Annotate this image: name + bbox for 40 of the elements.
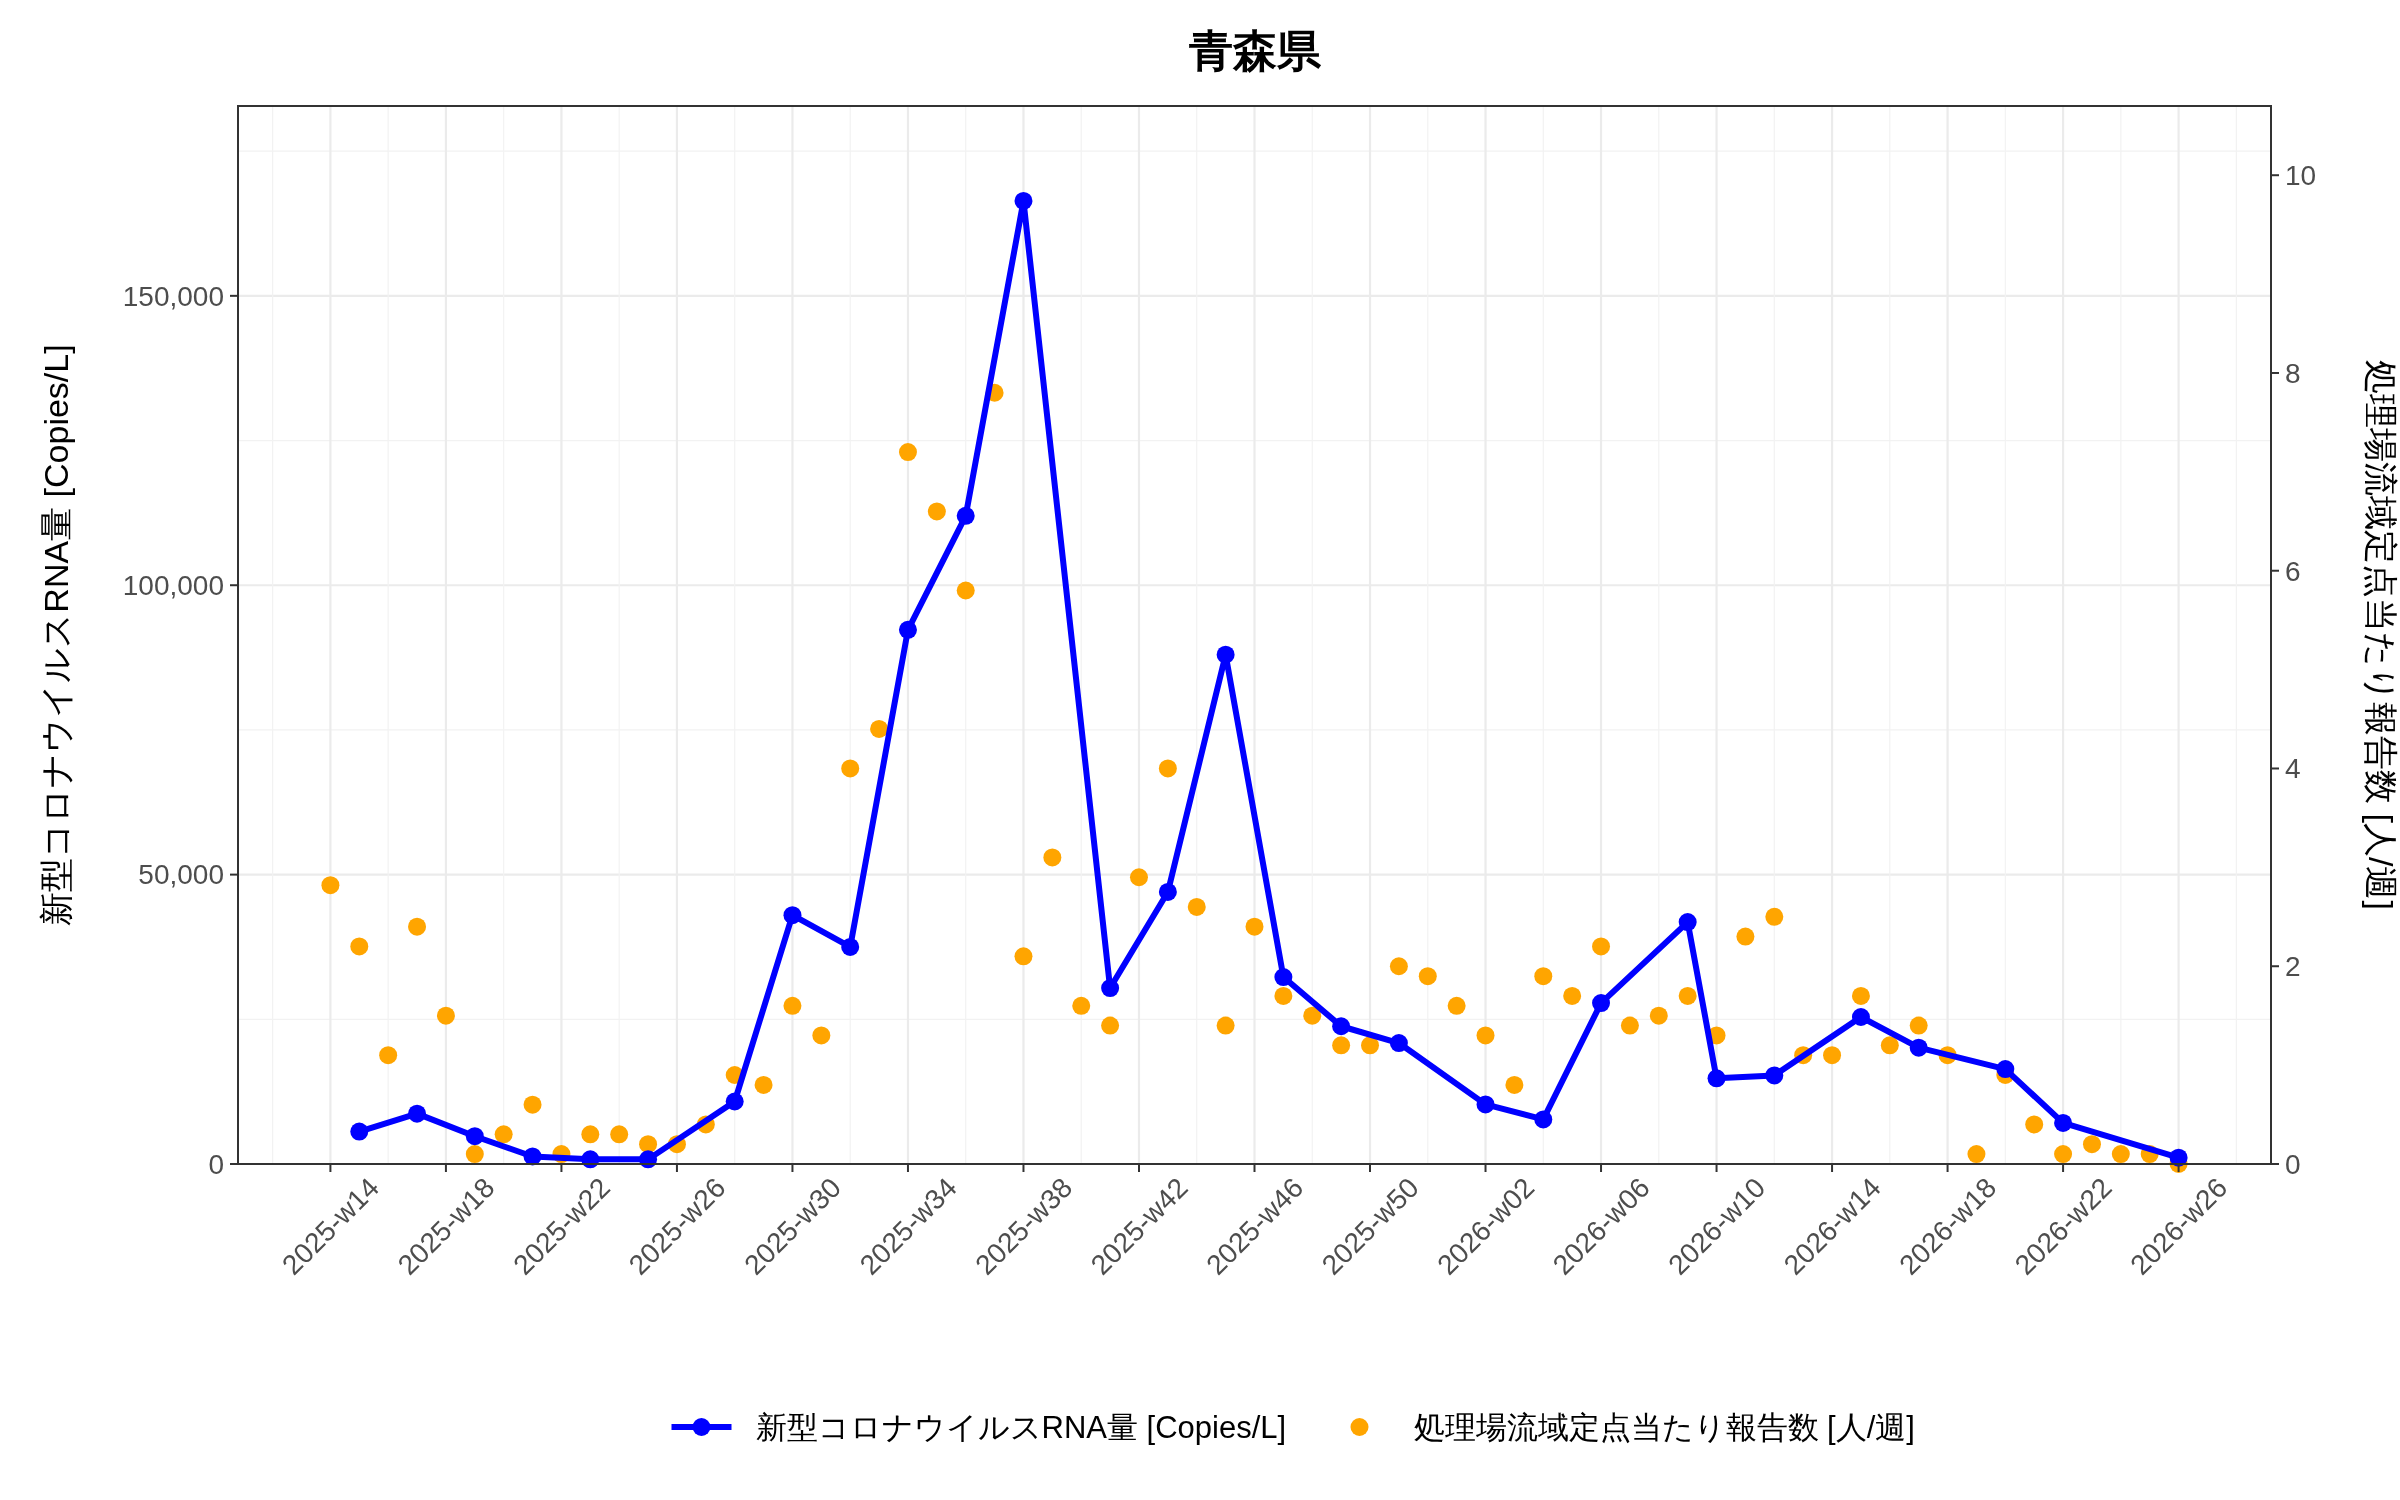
point	[1101, 979, 1120, 998]
y2-tick-label: 4	[2285, 753, 2301, 785]
point	[1332, 1017, 1351, 1036]
point	[1909, 1038, 1928, 1057]
y2-tick-label: 8	[2285, 357, 2301, 389]
point	[956, 506, 975, 525]
point	[1707, 1069, 1726, 1088]
point	[350, 1122, 369, 1141]
point	[841, 937, 860, 956]
chart-title: 青森県	[1187, 26, 1322, 76]
y2-axis-title: 処理場流域定点当たり報告数 [人/週]	[2362, 360, 2400, 910]
legend-label: 処理場流域定点当たり報告数 [人/週]	[1413, 1409, 1915, 1445]
y2-tick-label: 6	[2285, 555, 2301, 587]
point	[1765, 1066, 1784, 1085]
y2-tick-label: 10	[2285, 160, 2317, 192]
point	[1534, 1110, 1553, 1129]
point	[408, 1104, 427, 1123]
point	[1216, 645, 1235, 664]
point	[1389, 1034, 1408, 1053]
legend-label: 新型コロナウイルスRNA量 [Copies/L]	[755, 1409, 1287, 1445]
point	[898, 620, 917, 639]
y-tick-label: 50,000	[138, 859, 224, 891]
y-tick-label: 150,000	[122, 280, 224, 312]
y2-tick-label: 2	[2285, 951, 2301, 983]
point	[1592, 994, 1611, 1013]
point	[1851, 1007, 1870, 1026]
point	[725, 1092, 744, 1111]
point	[2054, 1113, 2073, 1132]
point	[1476, 1095, 1495, 1114]
point	[1678, 913, 1697, 932]
y-axis-title: 新型コロナウイルスRNA量 [Copies/L]	[36, 344, 75, 926]
y-tick-label: 100,000	[122, 570, 224, 602]
point	[1158, 882, 1177, 901]
y-tick-label: 0	[208, 1148, 224, 1180]
point	[783, 906, 802, 925]
y2-tick-label: 0	[2285, 1148, 2301, 1180]
point	[1274, 968, 1293, 987]
point	[1014, 191, 1033, 210]
point	[465, 1127, 484, 1146]
point	[1996, 1060, 2015, 1079]
